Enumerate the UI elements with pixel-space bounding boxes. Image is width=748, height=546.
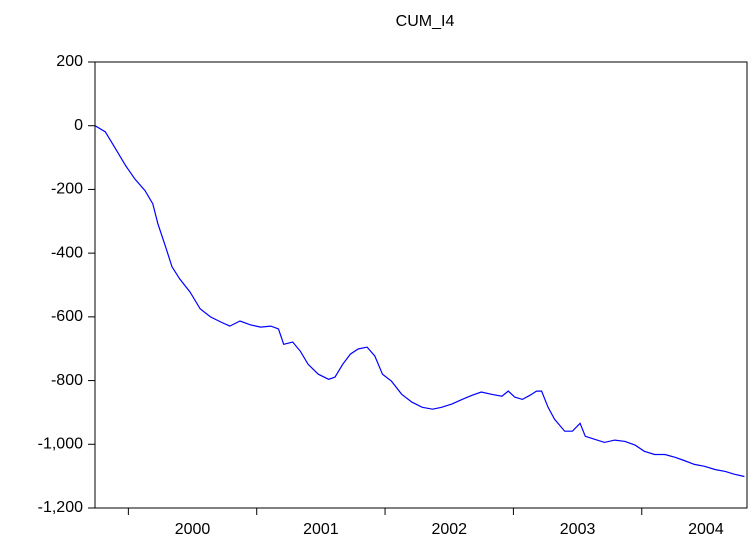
x-tick-label: 2000	[175, 521, 211, 538]
x-tick-label: 2003	[560, 521, 596, 538]
x-tick-label: 2004	[688, 521, 724, 538]
y-tick-label: -400	[51, 244, 83, 261]
y-tick-label: -1,200	[38, 499, 83, 516]
y-tick-label: 200	[56, 53, 83, 70]
y-tick-label: -800	[51, 372, 83, 389]
line-series	[94, 125, 745, 478]
y-tick-label: -200	[51, 181, 83, 198]
plot-frame	[94, 61, 748, 509]
y-tick-label: -1,000	[38, 436, 83, 453]
chart-title: CUM_I4	[396, 13, 455, 30]
x-tick-label: 2001	[303, 521, 339, 538]
x-tick-label: 2002	[431, 521, 467, 538]
y-tick-label: 0	[74, 117, 83, 134]
y-tick-label: -600	[51, 308, 83, 325]
